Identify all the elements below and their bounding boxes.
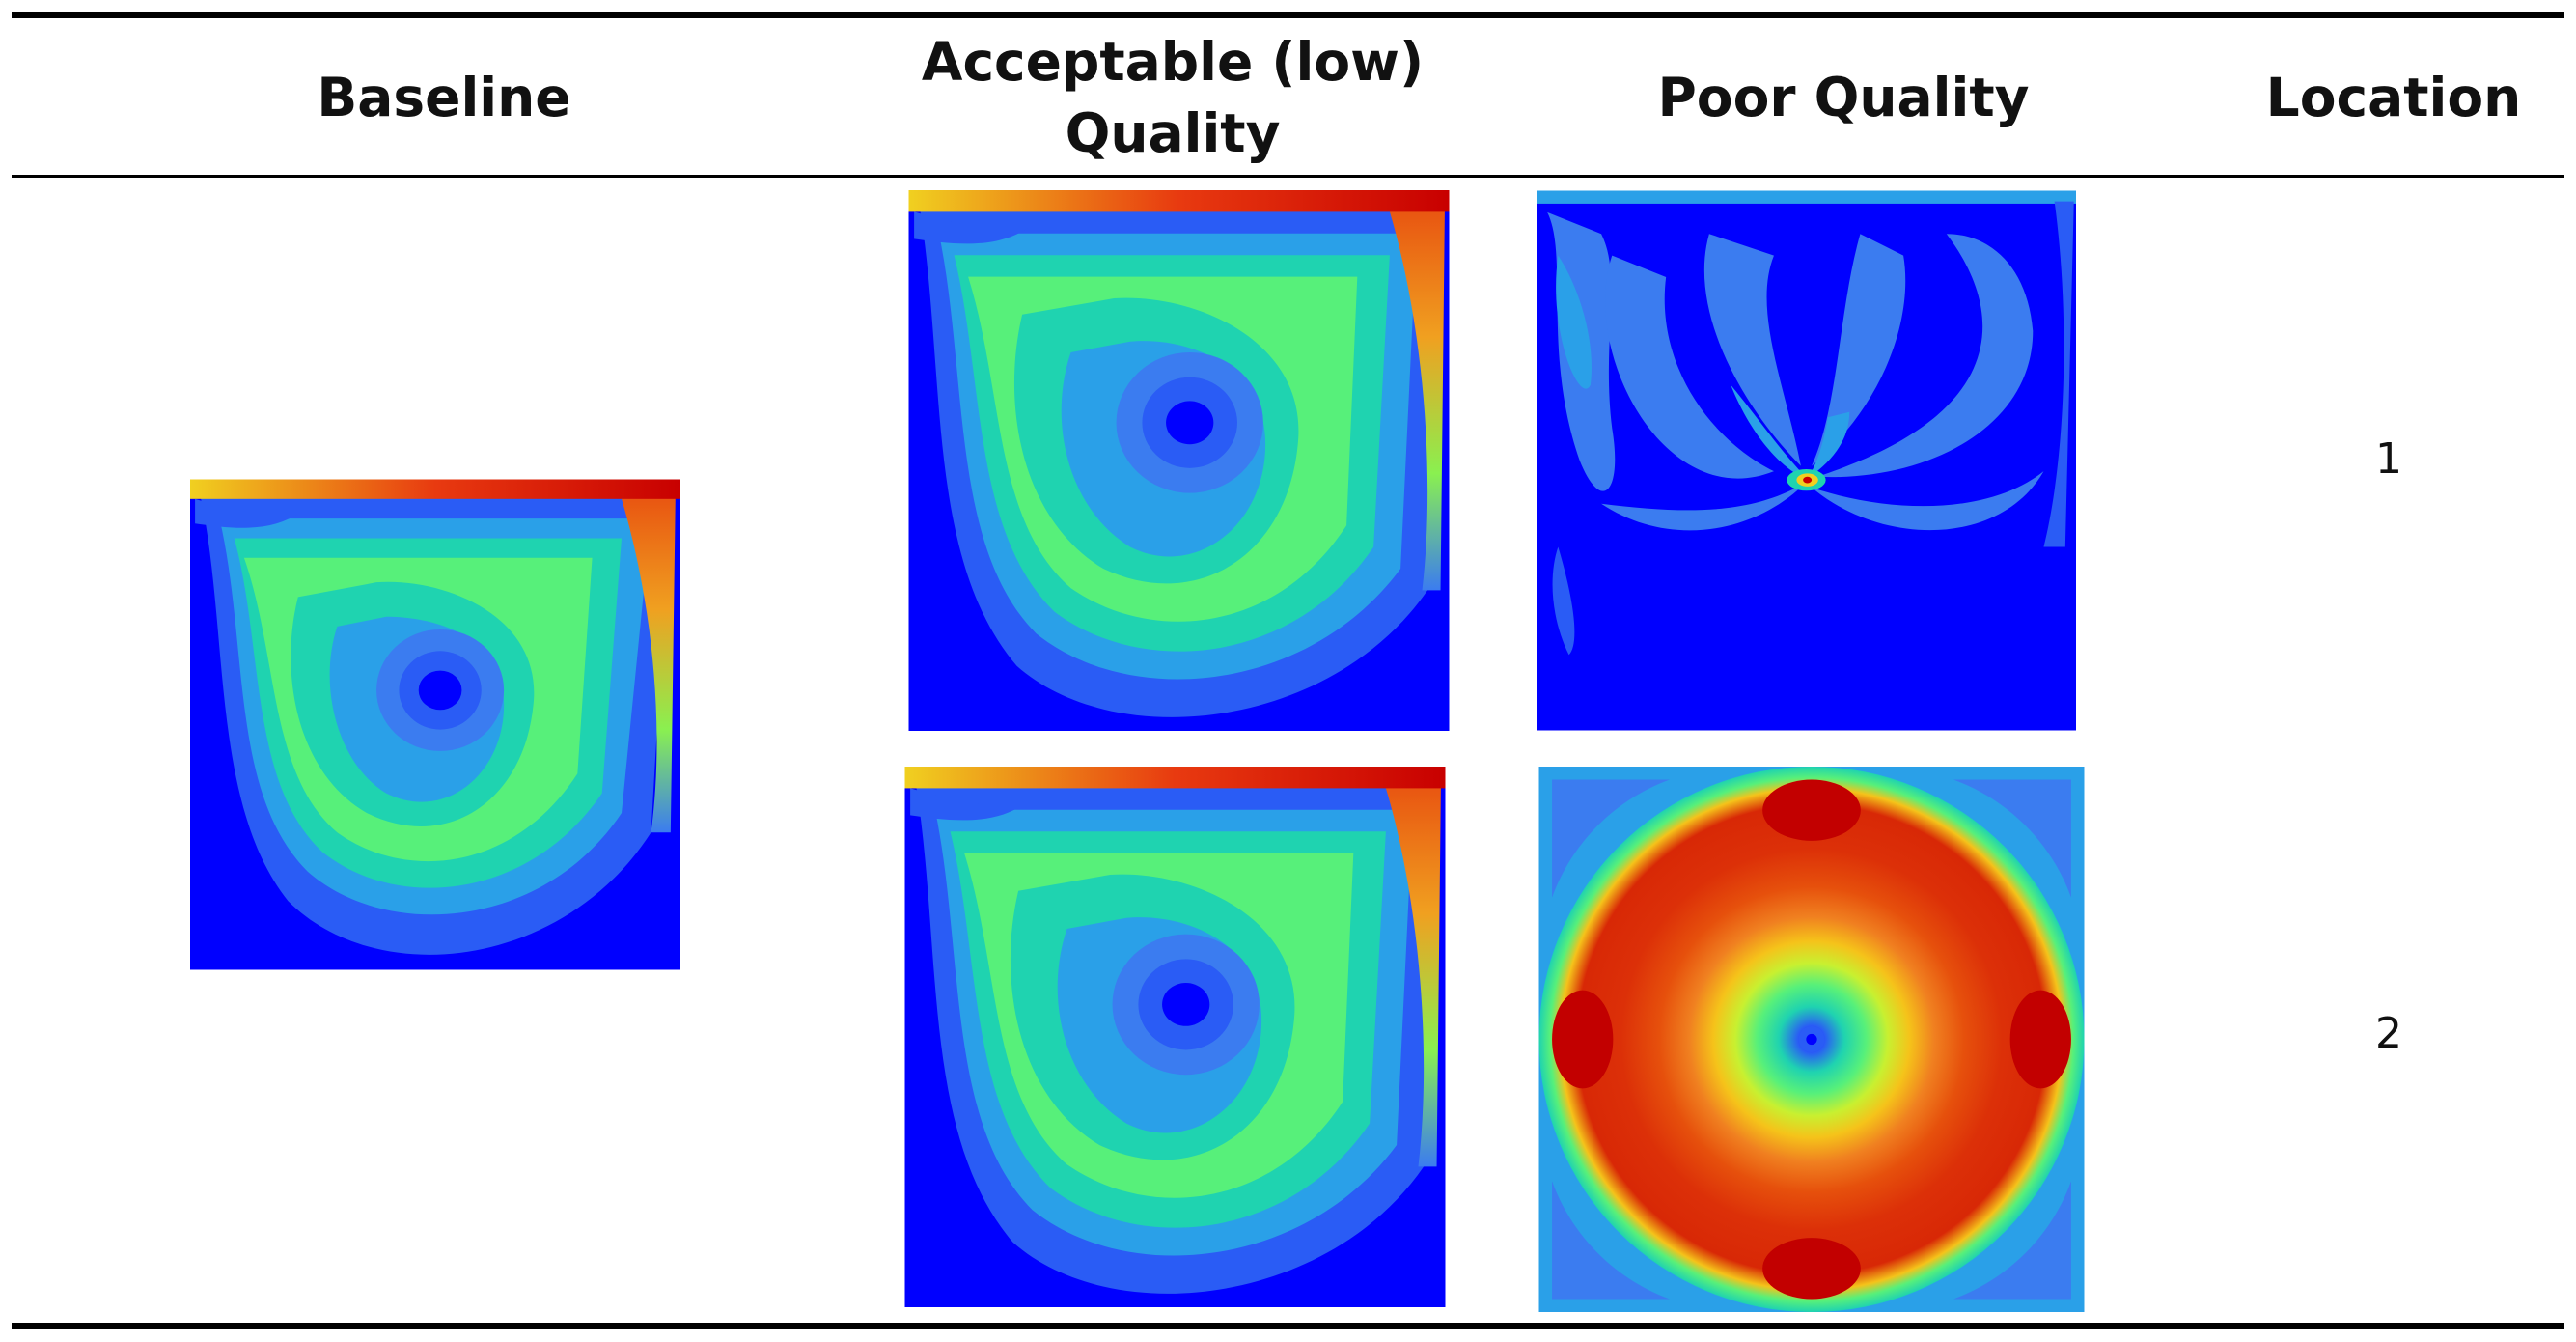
header-acceptable-line2: Quality: [1065, 102, 1281, 164]
header-acceptable-quality: Acceptable (low) Quality: [840, 26, 1506, 169]
acceptable-quality-plot-location-2: [904, 767, 1446, 1307]
location-label-2: 2: [2375, 1009, 2402, 1058]
header-baseline: Baseline: [317, 67, 571, 128]
header-acceptable-line1: Acceptable (low): [921, 31, 1425, 93]
table-top-rule: [12, 12, 2564, 18]
baseline-contour-plot: [190, 479, 680, 970]
header-location: Location: [2265, 67, 2522, 128]
table-bottom-rule: [12, 1323, 2564, 1329]
poor-quality-plot-location-2: [1538, 767, 2085, 1312]
poor-quality-plot-location-1: [1537, 190, 2076, 731]
table-header-rule: [12, 175, 2564, 178]
header-poor-quality: Poor Quality: [1657, 67, 2030, 128]
location-label-1: 1: [2375, 434, 2402, 484]
acceptable-quality-plot-location-1: [908, 190, 1450, 731]
